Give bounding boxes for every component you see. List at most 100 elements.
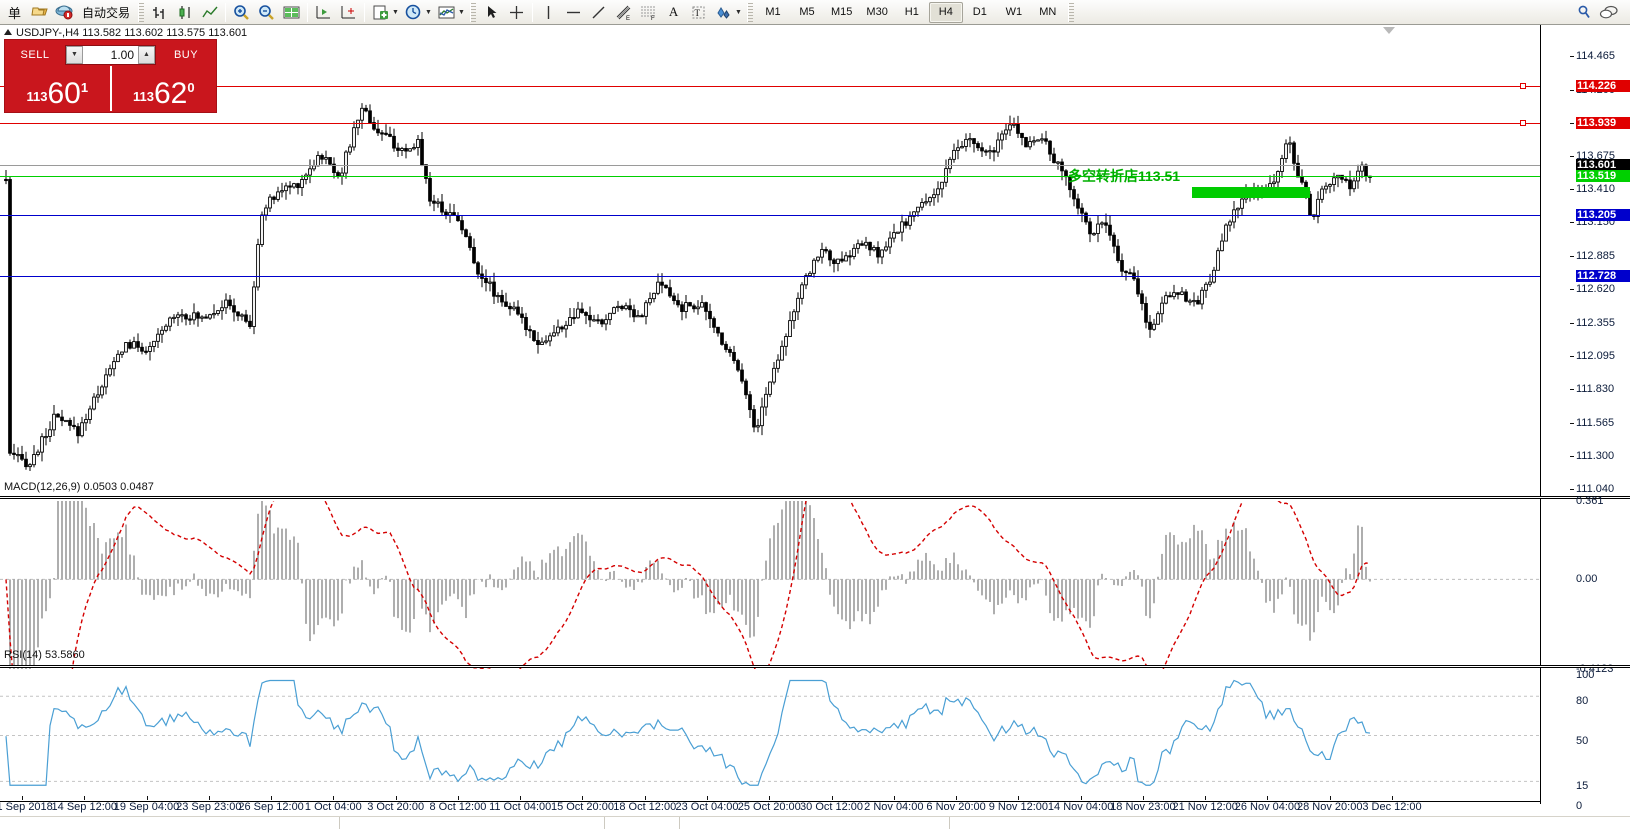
- expert-advisor-icon[interactable]: [53, 1, 76, 23]
- price-tick-label: 113.410: [1576, 183, 1615, 196]
- toolbar-grip-3[interactable]: [747, 2, 754, 22]
- toolbar-grip-4[interactable]: [1067, 2, 1074, 22]
- rsi-tick-label: 50: [1576, 734, 1589, 747]
- price-tick-label: 111.565: [1576, 416, 1615, 429]
- volume-decrease-button[interactable]: ▼: [66, 45, 83, 64]
- price-badge[interactable]: 113.205: [1576, 209, 1630, 222]
- toolbar-grip-2[interactable]: [470, 2, 477, 22]
- time-tick-label: 26 Nov 04:00: [1234, 801, 1301, 813]
- time-tick-label: 9 Nov 12:00: [988, 801, 1049, 813]
- time-tick: [146, 796, 148, 800]
- folder-icon[interactable]: [28, 1, 51, 23]
- toolbar-grip[interactable]: [138, 2, 145, 22]
- crosshair-icon[interactable]: [505, 1, 528, 23]
- time-tick: [956, 796, 958, 800]
- timeframe-m5[interactable]: M5: [799, 6, 815, 18]
- status-cell-2: [340, 817, 605, 829]
- price-tick: [1570, 155, 1574, 157]
- timeframe-m15[interactable]: M15: [831, 6, 853, 18]
- price-level-line[interactable]: [0, 86, 1540, 88]
- auto-scroll-icon[interactable]: [312, 1, 335, 23]
- trendline-icon[interactable]: [587, 1, 610, 23]
- timeframe-mn[interactable]: MN: [1039, 6, 1057, 18]
- price-badge[interactable]: 113.601: [1576, 159, 1630, 172]
- price-badge[interactable]: 113.939: [1576, 116, 1630, 129]
- period-separators-icon[interactable]: [402, 1, 425, 23]
- data-window-icon[interactable]: [280, 1, 303, 23]
- sell-button[interactable]: SELL: [20, 48, 50, 61]
- price-badge[interactable]: 113.519: [1576, 169, 1630, 182]
- buy-button[interactable]: BUY: [173, 48, 199, 61]
- timeframe-h4[interactable]: H4: [928, 1, 963, 23]
- status-bar: [0, 816, 1630, 829]
- volume-value[interactable]: 1.00: [110, 47, 134, 62]
- timeframe-w1[interactable]: W1: [1005, 6, 1023, 18]
- chart-area[interactable]: USDJPY-,H4 113.582 113.602 113.575 113.6…: [0, 25, 1630, 829]
- price-badge[interactable]: 112.728: [1576, 269, 1630, 282]
- price-axis[interactable]: 114.465114.200113.939113.675113.410113.1…: [1540, 25, 1630, 829]
- cursor-icon[interactable]: [480, 1, 503, 23]
- indicators-dropdown-icon[interactable]: ▼: [458, 8, 465, 16]
- vertical-line-icon[interactable]: [537, 1, 560, 23]
- price-tick-label: 111.040: [1576, 483, 1615, 495]
- line-chart-icon[interactable]: [198, 1, 221, 23]
- price-level-line[interactable]: [0, 122, 1540, 124]
- zoom-in-icon[interactable]: [230, 1, 253, 23]
- time-tick-label: 1 Oct 04:00: [304, 801, 362, 813]
- price-badge[interactable]: 114.226: [1576, 80, 1630, 93]
- price-tick: [1570, 322, 1574, 324]
- price-tick: [1570, 289, 1574, 291]
- price-tick: [1570, 122, 1574, 124]
- macd-label: MACD(12,26,9) 0.0503 0.0487: [4, 481, 154, 493]
- price-level-line[interactable]: [0, 215, 1540, 217]
- order-icon[interactable]: 单: [7, 5, 21, 21]
- text-icon[interactable]: A: [668, 4, 679, 19]
- price-level-handle[interactable]: [1520, 119, 1526, 126]
- timeframe-m1[interactable]: M1: [765, 6, 781, 18]
- timeframe-d1[interactable]: D1: [972, 6, 987, 18]
- new-chart-dropdown-icon[interactable]: ▼: [392, 8, 399, 16]
- volume-increase-button[interactable]: ▲: [138, 45, 155, 64]
- sell-price[interactable]: 113 60 1: [5, 66, 112, 111]
- rsi-label: RSI(14) 53.5860: [4, 649, 85, 661]
- shapes-dropdown-icon[interactable]: ▼: [735, 8, 742, 16]
- search-icon[interactable]: [1573, 1, 1596, 23]
- chart-expand-icon[interactable]: [4, 29, 12, 35]
- bar-chart-icon[interactable]: [148, 1, 171, 23]
- chart-shift-marker[interactable]: [1383, 27, 1395, 34]
- time-tick-label: 28 Nov 20:00: [1297, 801, 1363, 813]
- time-tick: [644, 796, 646, 800]
- fibonacci-retracement-icon[interactable]: F: [637, 1, 660, 23]
- chat-icon[interactable]: [1598, 1, 1621, 23]
- price-tick: [1570, 489, 1574, 490]
- chart-shift-icon[interactable]: [337, 1, 360, 23]
- price-tick-label: 111.830: [1576, 383, 1615, 396]
- autotrading-button[interactable]: 自动交易: [82, 5, 131, 20]
- status-cell-1: [0, 817, 340, 829]
- zoom-out-icon[interactable]: [255, 1, 278, 23]
- timeframe-h1[interactable]: H1: [904, 6, 919, 18]
- horizontal-line-icon[interactable]: [562, 1, 585, 23]
- price-level-line[interactable]: [0, 175, 1540, 177]
- new-chart-icon[interactable]: [369, 1, 392, 23]
- price-tick: [1570, 222, 1574, 224]
- time-tick-label: 14 Nov 04:00: [1047, 801, 1114, 813]
- timeframe-m30[interactable]: M30: [866, 6, 888, 18]
- equidistant-channel-icon[interactable]: E: [612, 1, 635, 23]
- period-dropdown-icon[interactable]: ▼: [425, 8, 432, 16]
- one-click-trading-panel[interactable]: SELL ▼ 1.00 ▲ BUY 113 60 1 113 62 0: [4, 39, 217, 113]
- shapes-icon[interactable]: [712, 1, 735, 23]
- time-tick: [1080, 796, 1082, 800]
- price-level-handle[interactable]: [1520, 83, 1526, 90]
- price-tick-label: 112.355: [1576, 316, 1615, 329]
- candlestick-chart-icon[interactable]: [173, 1, 196, 23]
- text-label-icon[interactable]: T: [687, 1, 710, 23]
- indicators-icon[interactable]: [435, 1, 458, 23]
- price-level-line[interactable]: [0, 165, 1540, 167]
- volume-field[interactable]: ▼ 1.00 ▲: [65, 44, 156, 65]
- time-tick: [457, 796, 459, 800]
- buy-price[interactable]: 113 62 0: [132, 77, 195, 110]
- price-tick: [1570, 355, 1574, 357]
- price-level-line[interactable]: [0, 275, 1540, 277]
